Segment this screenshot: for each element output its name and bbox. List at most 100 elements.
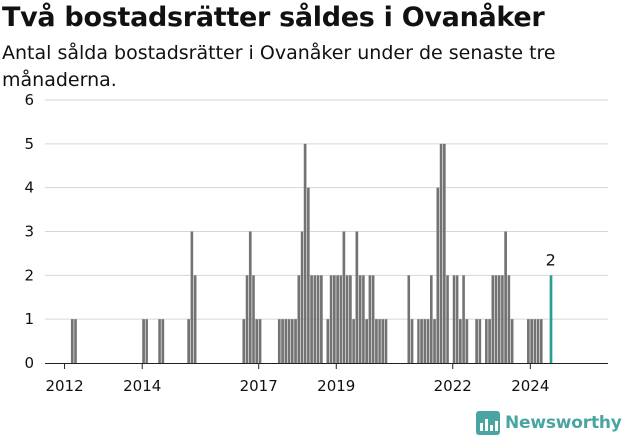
bar: [362, 275, 365, 363]
page-title: Två bostadsrätter såldes i Ovanåker: [2, 2, 545, 33]
bar: [358, 275, 362, 363]
y-tick-label: 6: [24, 91, 34, 109]
bar: [507, 275, 511, 363]
bar: [320, 275, 323, 363]
bar: [442, 143, 446, 363]
bars: [70, 143, 553, 363]
bar: [494, 275, 498, 363]
bar: [307, 187, 310, 363]
bar: [291, 319, 294, 363]
bar: [410, 319, 414, 363]
bar: [381, 319, 385, 363]
bar: [430, 275, 433, 363]
bar: [303, 143, 307, 363]
bar: [527, 319, 530, 363]
bar: [365, 319, 368, 363]
bar: [326, 319, 330, 363]
bar: [368, 275, 372, 363]
bar: [345, 275, 349, 363]
bar: [533, 319, 537, 363]
bar: [423, 319, 427, 363]
bar: [300, 231, 304, 363]
bar: [488, 319, 491, 363]
bar: [436, 187, 440, 363]
bar: [452, 275, 456, 363]
bar: [465, 319, 469, 363]
bar: [284, 319, 288, 363]
bar: [462, 275, 465, 363]
bar: [491, 275, 495, 363]
bar: [510, 319, 514, 363]
bar: [190, 231, 194, 363]
bar: [342, 231, 346, 363]
bar: [248, 231, 252, 363]
x-tick-label: 2012: [45, 377, 83, 395]
bar: [504, 231, 507, 363]
highlight-data-label: 2: [546, 250, 556, 269]
bar: [70, 319, 74, 363]
bar: [475, 319, 478, 363]
y-tick-label: 4: [24, 179, 34, 197]
page-subtitle: Antal sålda bostadsrätter i Ovanåker und…: [2, 42, 556, 91]
y-tick-label: 1: [24, 310, 34, 328]
x-tick-label: 2022: [434, 377, 472, 395]
bar: [420, 319, 423, 363]
y-tick-label: 3: [24, 223, 34, 241]
bar: [158, 319, 161, 363]
grid-lines: [45, 99, 608, 320]
bar: [294, 319, 297, 363]
x-tick-label: 2014: [123, 377, 161, 395]
bar: [187, 319, 190, 363]
bar: [378, 319, 381, 363]
bar: [407, 275, 411, 363]
x-tick-label: 2024: [511, 377, 549, 395]
bar: [456, 275, 459, 363]
bar: [375, 319, 378, 363]
bar: [339, 275, 342, 363]
y-tick-label: 5: [24, 135, 34, 153]
bar: [355, 231, 359, 363]
bar: [310, 275, 313, 363]
bar: [313, 275, 317, 363]
bar: [332, 275, 336, 363]
y-axis-ticks: 0 1 2 3 4 5 6: [24, 91, 34, 372]
bar: [329, 275, 333, 363]
data-labels: 2: [546, 250, 556, 269]
bar: [336, 275, 339, 363]
bar: [252, 275, 255, 363]
bar: [277, 319, 281, 363]
bar: [439, 143, 443, 363]
bar: [433, 319, 436, 363]
bar: [297, 275, 301, 363]
bar: [446, 275, 449, 363]
bar: [497, 275, 501, 363]
bar: [245, 275, 249, 363]
highlighted-bar: [549, 275, 553, 363]
x-tick-label: 2017: [240, 377, 278, 395]
y-tick-label: 2: [24, 266, 34, 284]
y-tick-label: 0: [24, 354, 34, 372]
bar: [530, 319, 534, 363]
bar: [281, 319, 284, 363]
bar: [142, 319, 145, 363]
bar: [242, 319, 246, 363]
x-axis-ticks: 2012 2014 2017 2019 2022 2024: [45, 363, 549, 395]
bar: [485, 319, 488, 363]
bar: [459, 319, 462, 363]
bar: [384, 319, 388, 363]
newsworthy-chart-icon: [476, 411, 500, 435]
newsworthy-logo: Newsworthy: [476, 408, 622, 438]
bar: [193, 275, 197, 363]
bar: [349, 275, 352, 363]
bar: [145, 319, 148, 363]
bar: [478, 319, 482, 363]
bar: [536, 319, 540, 363]
bar: [352, 319, 355, 363]
logo-text: Newsworthy: [505, 413, 622, 433]
bar: [316, 275, 320, 363]
bar: [426, 319, 430, 363]
x-tick-label: 2019: [317, 377, 355, 395]
bar: [258, 319, 262, 363]
bar: [501, 275, 504, 363]
